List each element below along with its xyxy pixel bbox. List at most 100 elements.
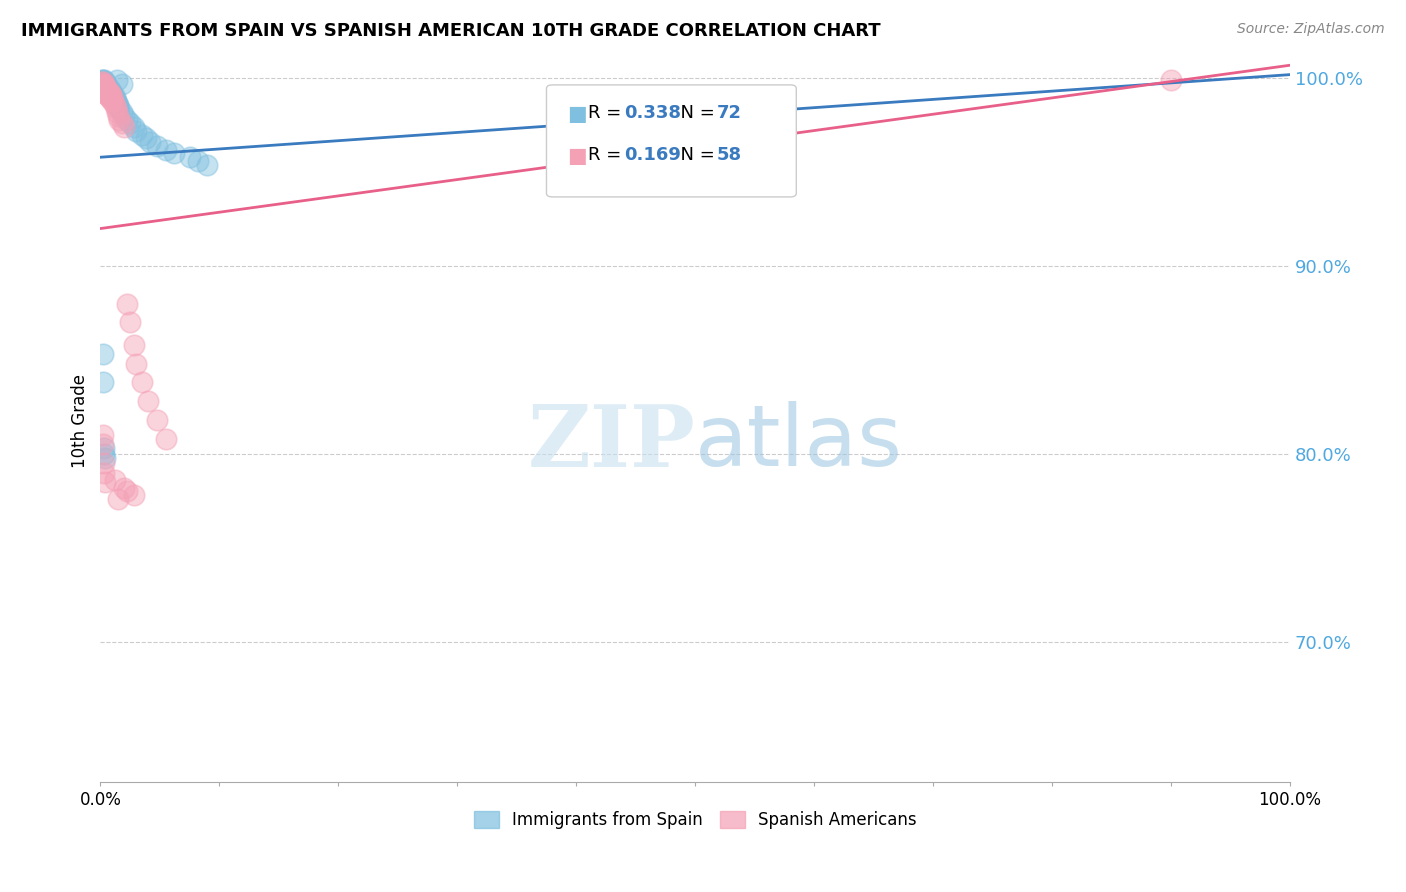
Point xyxy=(91,75,114,89)
Point xyxy=(90,75,112,89)
Point xyxy=(97,85,120,99)
Text: ■: ■ xyxy=(567,104,586,124)
Text: 72: 72 xyxy=(717,104,741,122)
Point xyxy=(96,78,118,93)
Point xyxy=(91,347,114,361)
Point xyxy=(93,441,115,455)
Point xyxy=(104,94,127,108)
Point xyxy=(96,77,118,91)
Point xyxy=(94,80,117,95)
Point xyxy=(96,80,118,95)
Text: IMMIGRANTS FROM SPAIN VS SPANISH AMERICAN 10TH GRADE CORRELATION CHART: IMMIGRANTS FROM SPAIN VS SPANISH AMERICA… xyxy=(21,22,880,40)
Point xyxy=(97,82,120,96)
Point xyxy=(108,112,131,127)
Point xyxy=(96,82,118,96)
Point xyxy=(131,376,153,390)
Point xyxy=(96,85,118,99)
Point xyxy=(163,146,186,161)
Point xyxy=(107,109,129,123)
Point xyxy=(94,78,117,93)
Point xyxy=(105,73,128,87)
Point xyxy=(91,376,114,390)
Point xyxy=(96,87,118,101)
Point xyxy=(111,116,134,130)
Point xyxy=(90,77,112,91)
Point xyxy=(136,394,159,409)
Point xyxy=(1160,73,1182,87)
Point xyxy=(179,150,201,164)
Point xyxy=(115,112,138,127)
Point xyxy=(93,80,115,95)
Point xyxy=(96,88,118,103)
Point xyxy=(146,139,169,153)
Point xyxy=(97,80,120,95)
Point xyxy=(96,78,118,93)
Point xyxy=(93,456,115,470)
Point xyxy=(94,475,117,489)
Point xyxy=(93,77,115,91)
Point xyxy=(155,143,177,157)
Text: ■: ■ xyxy=(567,146,586,166)
Point xyxy=(90,73,112,87)
Point xyxy=(96,80,118,95)
Point xyxy=(93,73,115,87)
Point xyxy=(94,75,117,89)
Text: 0.169: 0.169 xyxy=(624,146,681,164)
Point xyxy=(98,90,121,104)
Point xyxy=(94,78,117,93)
Point xyxy=(103,94,125,108)
Point xyxy=(101,90,124,104)
Point xyxy=(100,92,122,106)
Point xyxy=(112,109,135,123)
Point xyxy=(107,97,129,112)
Point xyxy=(94,450,117,465)
Text: N =: N = xyxy=(669,104,720,122)
Point xyxy=(105,105,128,120)
Point xyxy=(93,82,115,96)
Point xyxy=(91,78,114,93)
FancyBboxPatch shape xyxy=(547,85,796,197)
Point xyxy=(94,82,117,96)
Point xyxy=(125,357,148,371)
Point xyxy=(155,432,177,446)
Point xyxy=(120,116,142,130)
Point xyxy=(91,82,114,96)
Text: 58: 58 xyxy=(717,146,742,164)
Point xyxy=(91,437,114,451)
Point xyxy=(93,78,115,93)
Point xyxy=(96,82,118,96)
Point xyxy=(97,85,120,99)
Point xyxy=(101,94,124,108)
Point xyxy=(139,135,162,149)
Point xyxy=(91,73,114,87)
Point xyxy=(107,491,129,506)
Point xyxy=(98,82,121,96)
Point xyxy=(104,473,127,487)
Point xyxy=(100,88,122,103)
Point xyxy=(93,447,115,461)
Point xyxy=(98,85,121,99)
Point xyxy=(90,77,112,91)
Point xyxy=(97,87,120,101)
Text: 0.338: 0.338 xyxy=(624,104,681,122)
Text: Source: ZipAtlas.com: Source: ZipAtlas.com xyxy=(1237,22,1385,37)
Point xyxy=(91,82,114,96)
Point xyxy=(125,124,148,138)
Point xyxy=(96,80,118,95)
Point xyxy=(122,488,145,502)
Point xyxy=(108,102,131,116)
Point xyxy=(93,85,115,99)
Point xyxy=(93,80,115,95)
Point xyxy=(96,87,118,101)
Point xyxy=(100,88,122,103)
Point xyxy=(93,77,115,91)
Point xyxy=(98,87,121,101)
Point xyxy=(101,90,124,104)
Point xyxy=(107,99,129,113)
Point xyxy=(93,75,115,89)
Point xyxy=(131,128,153,142)
Point xyxy=(112,120,135,135)
Point xyxy=(115,484,138,499)
Point xyxy=(91,428,114,442)
Point xyxy=(97,87,120,101)
